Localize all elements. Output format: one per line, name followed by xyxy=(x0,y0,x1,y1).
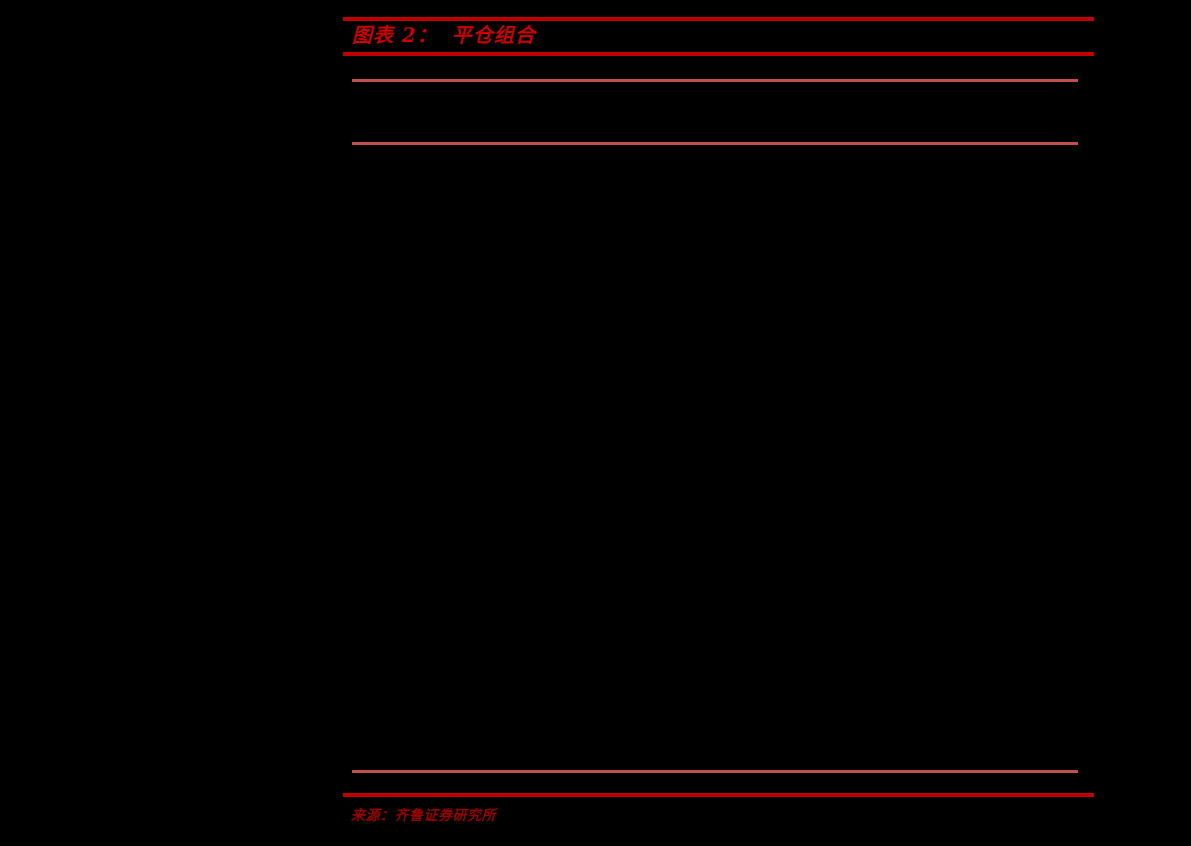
source-note: 来源：齐鲁证券研究所 xyxy=(351,808,496,824)
figure-label: 图表 2： xyxy=(352,23,438,47)
table-body-bottom-rule xyxy=(352,770,1078,773)
figure-frame-bottom-rule xyxy=(343,793,1094,797)
table-header-top-rule xyxy=(352,79,1078,82)
table-header-bottom-rule xyxy=(352,142,1078,145)
figure-caption: 图表 2： 平仓组合 xyxy=(352,23,536,48)
figure-caption-bottom-rule xyxy=(343,52,1094,56)
figure-frame-top-rule xyxy=(343,17,1094,21)
figure-title: 平仓组合 xyxy=(451,23,536,47)
